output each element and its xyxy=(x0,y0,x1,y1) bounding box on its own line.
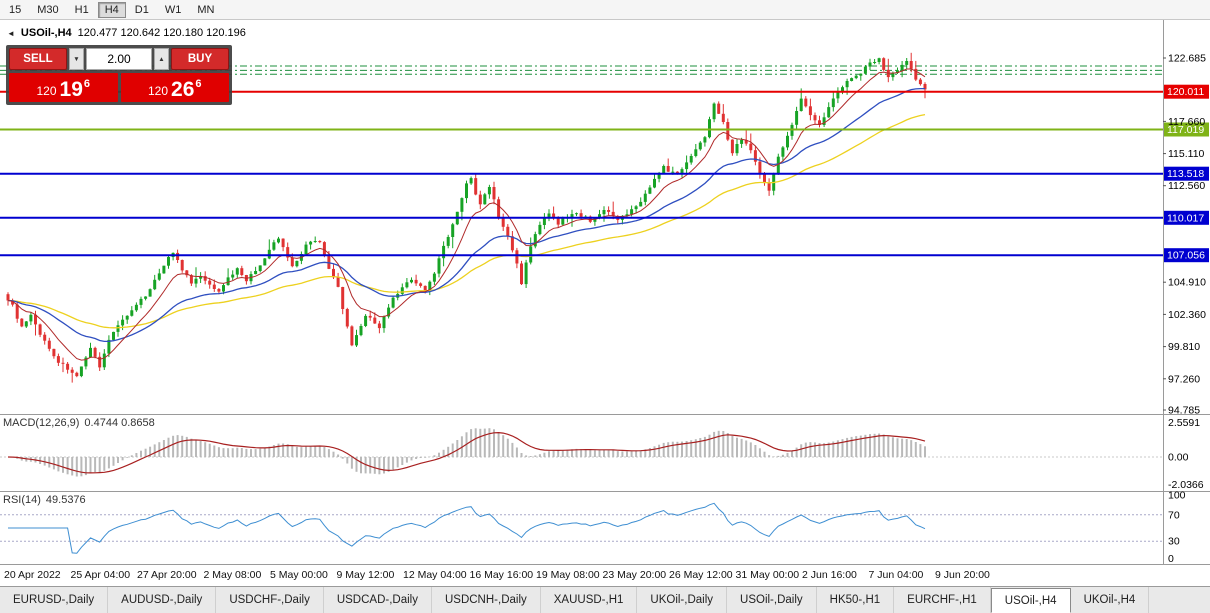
sell-price-big: 19 xyxy=(59,78,83,102)
symbol-tab[interactable]: USOil-,Daily xyxy=(727,587,817,613)
rsi-label: RSI(14) 49.5376 xyxy=(3,494,86,506)
svg-text:117.019: 117.019 xyxy=(1167,124,1204,136)
svg-text:117.660: 117.660 xyxy=(1168,116,1205,128)
time-axis-label: 7 Jun 04:00 xyxy=(869,569,924,581)
sell-button[interactable]: SELL xyxy=(9,48,67,70)
svg-text:2.5591: 2.5591 xyxy=(1168,417,1200,429)
timeframe-button-M30[interactable]: M30 xyxy=(30,2,65,18)
timeframe-button-15[interactable]: 15 xyxy=(2,2,28,18)
svg-text:104.910: 104.910 xyxy=(1168,277,1206,289)
timeframe-button-H4[interactable]: H4 xyxy=(97,1,126,18)
svg-text:112.560: 112.560 xyxy=(1168,180,1205,192)
svg-text:115.110: 115.110 xyxy=(1168,148,1205,160)
svg-text:122.685: 122.685 xyxy=(1168,53,1206,65)
time-axis-label: 2 Jun 16:00 xyxy=(802,569,857,581)
time-axis[interactable]: 20 Apr 2022 25 Apr 04:00 27 Apr 20:00 2 May… xyxy=(4,569,990,581)
time-axis-label: 12 May 04:00 xyxy=(403,569,467,581)
symbol-tab[interactable]: HK50-,H1 xyxy=(817,587,895,613)
sell-price-display[interactable]: 120 19 6 xyxy=(9,73,118,102)
time-axis-label: 9 May 12:00 xyxy=(337,569,395,581)
svg-text:110.017: 110.017 xyxy=(1167,212,1204,224)
svg-text:107.056: 107.056 xyxy=(1167,250,1205,262)
svg-text:99.810: 99.810 xyxy=(1168,341,1200,353)
buy-price-pip: 6 xyxy=(195,78,202,90)
collapse-panel-icon[interactable]: ◄ xyxy=(7,28,15,38)
symbol-tab[interactable]: EURUSD-,Daily xyxy=(0,587,109,613)
svg-text:0: 0 xyxy=(1168,553,1174,565)
svg-text:70: 70 xyxy=(1168,509,1180,521)
timeframe-toolbar: 15 M30 H1 H4 D1 W1 MN xyxy=(0,0,1210,20)
buy-button[interactable]: BUY xyxy=(171,48,229,70)
buy-price-display[interactable]: 120 26 6 xyxy=(120,73,229,102)
chart-canvas[interactable]: MACD(12,26,9) 0.4744 0.8658 RSI(14) 49.537… xyxy=(0,20,1210,586)
symbol-tab[interactable]: AUDUSD-,Daily xyxy=(108,587,217,613)
buy-price-prefix: 120 xyxy=(147,84,169,98)
symbol-tab[interactable]: EURCHF-,H1 xyxy=(894,587,991,613)
chart-region: MACD(12,26,9) 0.4744 0.8658 RSI(14) 49.537… xyxy=(0,20,1210,586)
svg-text:102.360: 102.360 xyxy=(1168,309,1206,321)
buy-price-big: 26 xyxy=(171,78,195,102)
volume-down-button[interactable]: ▼ xyxy=(69,48,84,70)
chart-ohlc-values: 120.477 120.642 120.180 120.196 xyxy=(77,27,246,39)
symbol-tab[interactable]: USDCAD-,Daily xyxy=(324,587,432,613)
time-axis-label: 16 May 16:00 xyxy=(470,569,534,581)
svg-text:100: 100 xyxy=(1168,490,1186,502)
macd-pane xyxy=(0,428,1163,477)
symbol-tab[interactable]: USDCHF-,Daily xyxy=(216,587,324,613)
symbol-tab-bar: EURUSD-,Daily AUDUSD-,Daily USDCHF-,Daily U… xyxy=(0,586,1210,613)
moving-average-lines xyxy=(7,68,926,361)
time-axis-label: 9 Jun 20:00 xyxy=(935,569,990,581)
time-axis-label: 31 May 00:00 xyxy=(736,569,800,581)
time-axis-label: 2 May 08:00 xyxy=(204,569,262,581)
timeframe-button-H1[interactable]: H1 xyxy=(68,2,96,18)
svg-text:0.00: 0.00 xyxy=(1168,452,1189,464)
svg-text:94.785: 94.785 xyxy=(1168,405,1200,417)
chart-title: ◄ USOil-,H4 120.477 120.642 120.180 120.… xyxy=(7,27,246,39)
symbol-tab[interactable]: XAUUSD-,H1 xyxy=(541,587,638,613)
symbol-tab[interactable]: USOil-,H4 xyxy=(990,588,1071,613)
symbol-tab[interactable]: USDCNH-,Daily xyxy=(432,587,541,613)
volume-up-button[interactable]: ▲ xyxy=(154,48,169,70)
resistance-dash-lines xyxy=(0,65,1163,75)
timeframe-button-W1[interactable]: W1 xyxy=(158,2,189,18)
time-axis-label: 26 May 12:00 xyxy=(669,569,733,581)
price-axis[interactable]: 120.011 117.019 113.518 110.017 107.056 122.6… xyxy=(1163,53,1209,566)
timeframe-button-MN[interactable]: MN xyxy=(190,2,221,18)
one-click-trading-panel: SELL ▼ 2.00 ▲ BUY 120 19 6 120 26 6 xyxy=(6,45,232,105)
time-axis-label: 25 Apr 04:00 xyxy=(71,569,131,581)
time-axis-label: 23 May 20:00 xyxy=(603,569,667,581)
symbol-tab[interactable]: UKOil-,Daily xyxy=(637,587,728,613)
timeframe-button-D1[interactable]: D1 xyxy=(128,2,156,18)
time-axis-label: 5 May 00:00 xyxy=(270,569,328,581)
svg-text:97.260: 97.260 xyxy=(1168,373,1200,385)
macd-label: MACD(12,26,9) 0.4744 0.8658 xyxy=(3,417,155,429)
sell-price-prefix: 120 xyxy=(36,84,57,98)
symbol-tab[interactable]: UKOil-,H4 xyxy=(1071,587,1150,613)
svg-text:-2.0366: -2.0366 xyxy=(1168,479,1204,491)
sell-price-pip: 6 xyxy=(83,78,90,90)
volume-input[interactable]: 2.00 xyxy=(86,48,152,70)
horizontal-lines-layer[interactable] xyxy=(0,90,1163,257)
svg-text:113.518: 113.518 xyxy=(1167,168,1204,180)
time-axis-label: 20 Apr 2022 xyxy=(4,569,61,581)
pane-separators xyxy=(0,20,1210,565)
svg-text:30: 30 xyxy=(1168,536,1180,548)
time-axis-label: 19 May 08:00 xyxy=(536,569,600,581)
time-axis-label: 27 Apr 20:00 xyxy=(137,569,197,581)
rsi-pane xyxy=(0,502,1163,554)
chart-symbol-label: USOil-,H4 xyxy=(20,27,72,39)
svg-text:120.011: 120.011 xyxy=(1167,86,1204,98)
candles-layer xyxy=(6,52,927,383)
